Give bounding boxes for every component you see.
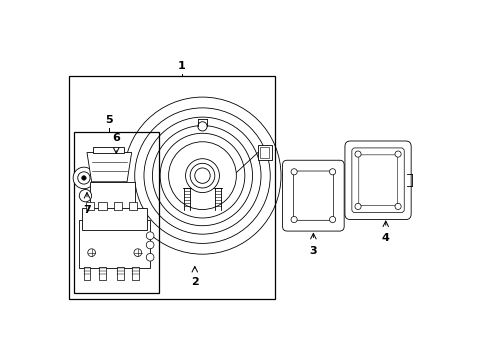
Bar: [132, 266, 139, 280]
Circle shape: [134, 249, 142, 256]
Bar: [86, 202, 94, 210]
Circle shape: [87, 249, 95, 256]
Circle shape: [329, 216, 335, 222]
Text: 7: 7: [83, 205, 91, 215]
Text: 2: 2: [190, 276, 198, 287]
Polygon shape: [87, 153, 131, 182]
Bar: [83, 266, 90, 280]
Bar: [129, 202, 137, 210]
FancyBboxPatch shape: [293, 171, 333, 220]
Circle shape: [198, 122, 207, 131]
Circle shape: [146, 232, 154, 239]
Circle shape: [329, 169, 335, 175]
Circle shape: [81, 176, 86, 180]
Bar: [260, 147, 269, 158]
Bar: [257, 145, 271, 160]
Bar: [99, 266, 105, 280]
Bar: [90, 182, 135, 210]
Circle shape: [290, 216, 297, 222]
Bar: [82, 208, 147, 230]
Text: 6: 6: [112, 133, 120, 143]
Circle shape: [290, 169, 297, 175]
Circle shape: [394, 203, 400, 210]
Bar: [113, 202, 122, 210]
Circle shape: [146, 241, 154, 249]
Circle shape: [354, 203, 360, 210]
Circle shape: [394, 151, 400, 157]
Bar: [79, 220, 150, 268]
Text: 3: 3: [309, 246, 317, 256]
Circle shape: [146, 253, 154, 261]
Circle shape: [185, 159, 219, 193]
Bar: [117, 266, 123, 280]
Circle shape: [354, 151, 360, 157]
FancyBboxPatch shape: [282, 160, 344, 231]
Bar: [68, 76, 274, 299]
Bar: [98, 202, 106, 210]
Text: 1: 1: [178, 61, 185, 71]
Text: 5: 5: [104, 115, 112, 125]
Text: 4: 4: [381, 233, 389, 243]
FancyBboxPatch shape: [344, 141, 410, 220]
Bar: [93, 147, 123, 153]
Circle shape: [78, 172, 90, 184]
Bar: [74, 132, 158, 293]
Circle shape: [73, 167, 95, 189]
Circle shape: [79, 189, 91, 202]
